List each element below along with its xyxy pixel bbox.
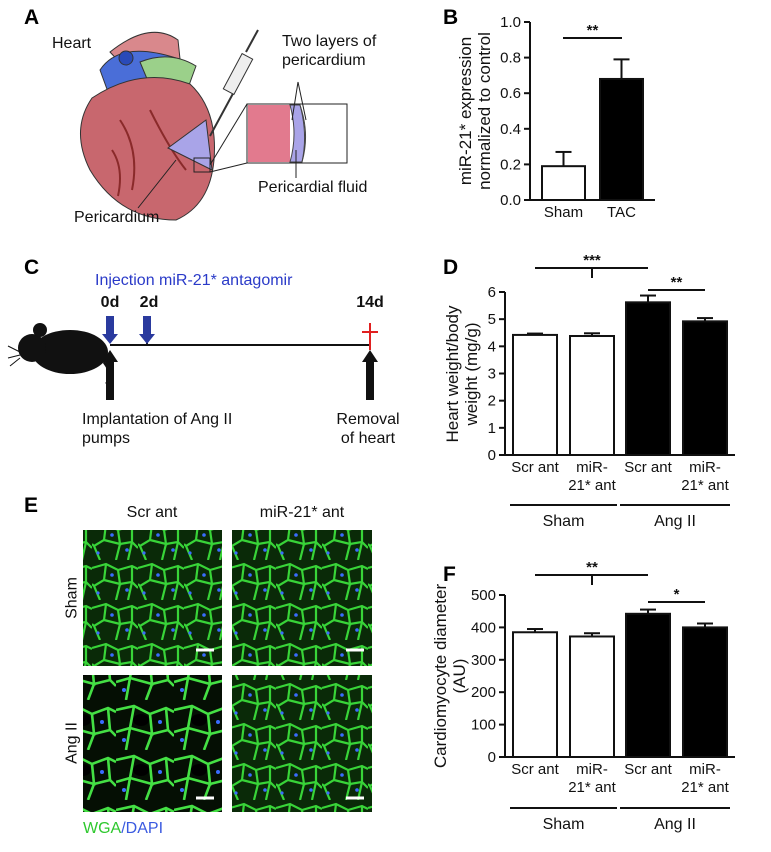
label: Sham — [63, 577, 81, 619]
x-tick-label: Scr ant — [624, 761, 672, 778]
x-tick-label: Scr ant — [511, 761, 559, 778]
panel-label: B — [443, 6, 459, 29]
panel-label: C — [24, 256, 40, 279]
label: Heart — [52, 35, 92, 52]
x-tick-label: miR-21* ant — [681, 459, 729, 494]
y-tick-label: 100 — [471, 717, 496, 734]
panel-label: A — [24, 6, 40, 29]
label: Scr ant — [126, 504, 178, 521]
y-tick-label: 0.8 — [500, 50, 521, 67]
bar — [682, 626, 728, 759]
y-tick-label: 0 — [488, 749, 496, 766]
y-tick-label: 0.0 — [500, 192, 521, 209]
y-tick-label: 1 — [488, 420, 496, 437]
bar — [569, 635, 615, 758]
y-tick-label: 6 — [488, 284, 496, 301]
label: WGA — [83, 820, 122, 837]
panel-label: F — [443, 563, 456, 586]
label: 14d — [356, 294, 384, 311]
bar — [682, 320, 728, 456]
bar — [625, 301, 671, 456]
significance-label: ** — [671, 274, 683, 291]
group-label: Ang II — [654, 816, 696, 833]
label: WGA/DAPI — [83, 819, 163, 838]
significance-label: * — [674, 586, 680, 603]
bar — [599, 77, 644, 201]
x-tick-label: TAC — [607, 204, 636, 221]
y-tick-label: 300 — [471, 652, 496, 669]
y-tick-label: 200 — [471, 684, 496, 701]
timeline-illustration — [7, 316, 378, 400]
y-tick-label: 0.6 — [500, 85, 521, 102]
significance-label: ** — [586, 559, 598, 576]
y-tick-label: 0.2 — [500, 156, 521, 173]
label: Removal of heart — [336, 411, 400, 447]
y-tick-label: 3 — [488, 366, 496, 383]
y-axis-label: Heart weight/body weight (mg/g) — [443, 304, 481, 443]
bar — [541, 165, 586, 201]
y-axis-label: miR-21* expression normalized to control — [456, 32, 494, 190]
y-tick-label: 500 — [471, 587, 496, 604]
label: /DAPI — [121, 820, 164, 837]
bar — [625, 612, 671, 758]
y-tick-label: 0 — [488, 447, 496, 464]
y-tick-label: 2 — [488, 393, 496, 410]
x-tick-label: miR-21* ant — [568, 459, 616, 494]
x-tick-label: Sham — [543, 204, 584, 221]
significance-label: *** — [583, 252, 601, 269]
group-label: Ang II — [654, 513, 696, 530]
label: Pericardium — [74, 209, 160, 226]
y-tick-label: 1.0 — [500, 14, 521, 31]
y-tick-label: 4 — [488, 338, 496, 355]
x-tick-label: Scr ant — [624, 459, 672, 476]
label: Ang II — [63, 722, 81, 764]
label: Pericardial fluid — [258, 179, 368, 196]
label: 0d — [100, 294, 120, 311]
label: miR-21* ant — [259, 504, 345, 521]
label: Implantation of Ang II pumps — [82, 411, 233, 447]
y-tick-label: 400 — [471, 619, 496, 636]
group-label: Sham — [542, 513, 585, 530]
bar — [512, 333, 558, 457]
label: Two layers of pericardium — [282, 33, 377, 69]
panel-label: D — [443, 256, 459, 279]
significance-label: ** — [587, 22, 599, 39]
x-tick-label: Scr ant — [511, 459, 559, 476]
panel-label: E — [24, 494, 39, 517]
bar — [569, 335, 615, 457]
bar — [512, 631, 558, 759]
heart-illustration — [80, 29, 348, 221]
label: 2d — [139, 294, 159, 311]
y-axis-label: Cardiomyocyte diameter (AU) — [431, 583, 469, 769]
y-tick-label: 5 — [488, 311, 496, 328]
group-label: Sham — [542, 816, 585, 833]
micrographs — [83, 530, 372, 812]
x-tick-label: miR-21* ant — [568, 761, 616, 796]
x-tick-label: miR-21* ant — [681, 761, 729, 796]
label: Injection miR-21* antagomir — [95, 272, 293, 289]
y-tick-label: 0.4 — [500, 121, 521, 138]
